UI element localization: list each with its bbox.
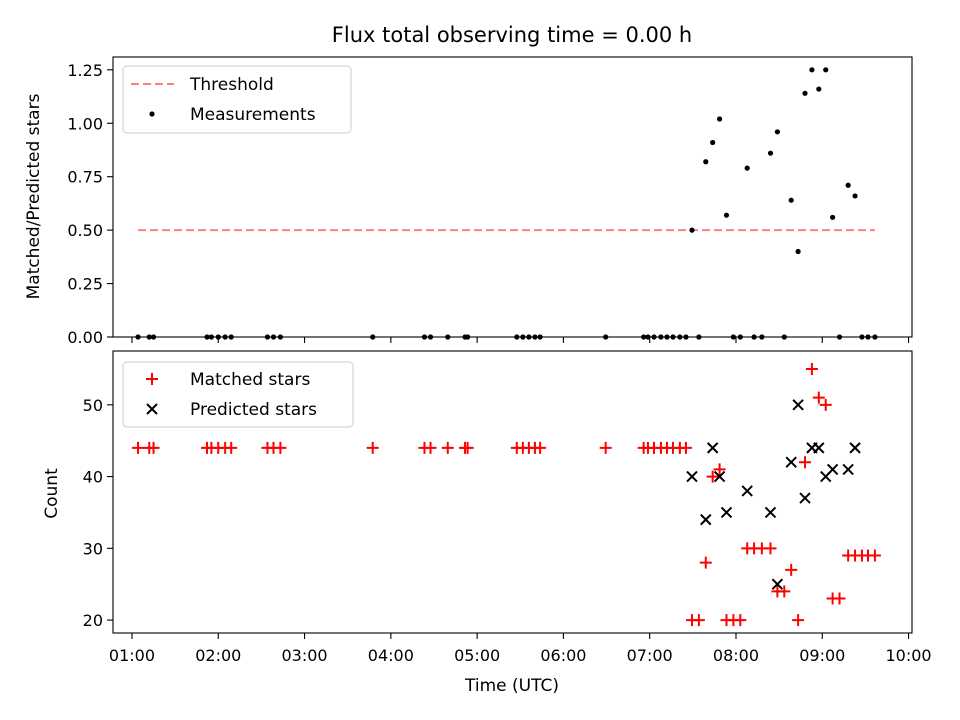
legend-threshold-label: Threshold xyxy=(189,75,274,95)
measurement-point xyxy=(830,214,836,220)
x-tick-label: 06:00 xyxy=(540,646,586,665)
predicted-star-point xyxy=(706,442,719,454)
predicted-star-point xyxy=(741,485,753,497)
y-tick-label: 0.75 xyxy=(67,168,103,187)
y-tick-label: 0.25 xyxy=(67,275,103,294)
x-tick-label: 01:00 xyxy=(109,646,155,665)
x-tick-label: 03:00 xyxy=(281,646,327,665)
measurement-point xyxy=(809,67,815,73)
matched-star-point xyxy=(366,441,379,454)
legend-measurements-marker xyxy=(149,111,155,117)
matched-star-point xyxy=(819,398,832,411)
predicted-star-point xyxy=(849,442,861,454)
matched-star-point xyxy=(868,549,881,562)
x-tick-label: 10:00 xyxy=(885,646,931,665)
y-tick-label: 0.50 xyxy=(67,221,103,240)
predicted-star-point xyxy=(799,492,811,504)
predicted-star-point xyxy=(720,506,733,519)
legend-predicted-label: Predicted stars xyxy=(190,400,317,420)
matched-star-point xyxy=(812,391,825,404)
legend-matched-marker xyxy=(146,373,158,385)
matched-star-point xyxy=(805,362,818,375)
x-tick-label: 07:00 xyxy=(627,646,673,665)
matched-star-point xyxy=(599,441,612,454)
predicted-star-point xyxy=(713,470,726,483)
matched-star-point xyxy=(534,441,547,454)
y-tick-label: 20 xyxy=(83,611,103,630)
y-axis-label-count: Count xyxy=(42,468,62,519)
y-tick-label: 1.25 xyxy=(67,61,103,80)
measurement-point xyxy=(845,182,851,188)
x-tick-label: 09:00 xyxy=(799,646,845,665)
matched-star-point xyxy=(833,592,846,605)
legend-box xyxy=(122,65,352,134)
measurement-point xyxy=(689,227,695,233)
matched-star-point xyxy=(424,441,437,454)
y-tick-label: 0.00 xyxy=(67,328,103,347)
predicted-star-point xyxy=(792,399,804,411)
matched-star-point xyxy=(785,563,798,576)
y-tick-label: 40 xyxy=(83,468,103,487)
matched-star-point xyxy=(764,542,777,555)
predicted-star-point xyxy=(771,578,784,590)
y-tick-label: 50 xyxy=(83,396,103,415)
measurement-point xyxy=(852,193,858,199)
plot-frame-count xyxy=(112,350,913,634)
matched-star-point xyxy=(706,470,719,483)
predicted-star-point xyxy=(700,513,712,526)
matched-star-point xyxy=(132,441,145,454)
matched-star-point xyxy=(679,441,692,454)
matched-star-point xyxy=(147,441,160,454)
matched-star-point xyxy=(734,614,747,627)
measurement-point xyxy=(788,197,794,203)
legend-count: Matched stars Predicted stars xyxy=(122,361,354,428)
x-tick-label: 04:00 xyxy=(368,646,414,665)
measurement-point xyxy=(710,139,716,146)
predicted-star-point xyxy=(842,463,854,476)
matched-star-point xyxy=(792,614,805,627)
matched-star-point xyxy=(274,441,287,454)
matched-star-point xyxy=(778,585,791,598)
legend-measurements-label: Measurements xyxy=(190,105,316,125)
measurement-point xyxy=(802,90,808,96)
y-tick-label: 30 xyxy=(83,539,103,558)
y-axis-label-ratio: Matched/Predicted stars xyxy=(24,93,44,299)
measurement-point xyxy=(744,165,750,171)
measurement-point xyxy=(795,248,801,255)
count-panel: Count Time (UTC) 20 30 40 50 01:00 02:00 03:00… xyxy=(42,350,932,696)
predicted-star-point xyxy=(826,463,839,476)
matched-star-point xyxy=(699,556,712,569)
legend-box xyxy=(122,361,354,428)
matched-star-point xyxy=(799,456,812,469)
chart-title: Flux total observing time = 0.00 h xyxy=(332,23,692,47)
x-tick-label: 05:00 xyxy=(454,646,500,665)
matched-star-point xyxy=(692,614,705,627)
matched-star-point xyxy=(713,463,726,476)
x-axis-label: Time (UTC) xyxy=(464,676,559,696)
plot-frame-ratio xyxy=(112,56,913,338)
measurement-point xyxy=(816,86,822,92)
matched-star-point xyxy=(441,441,454,454)
measurement-point xyxy=(716,116,723,122)
legend-predicted-marker xyxy=(146,403,158,415)
x-tick-label: 08:00 xyxy=(713,646,759,665)
legend-ratio: Threshold Measurements xyxy=(122,65,352,134)
matched-star-point xyxy=(461,441,474,454)
y-tick-label: 1.00 xyxy=(67,114,103,133)
measurement-point xyxy=(774,129,780,135)
x-tick-label: 02:00 xyxy=(195,646,241,665)
predicted-star-point xyxy=(686,470,698,483)
predicted-star-point xyxy=(813,442,825,454)
measurement-point xyxy=(767,150,774,156)
predicted-star-point xyxy=(785,456,797,468)
matched-star-point xyxy=(225,441,238,454)
measurement-point xyxy=(703,159,709,165)
legend-matched-label: Matched stars xyxy=(190,370,310,390)
measurement-point xyxy=(823,67,829,73)
ratio-panel: Flux total observing time = 0.00 h Match… xyxy=(24,23,913,347)
measurement-point xyxy=(723,212,730,218)
predicted-star-point xyxy=(764,506,777,519)
